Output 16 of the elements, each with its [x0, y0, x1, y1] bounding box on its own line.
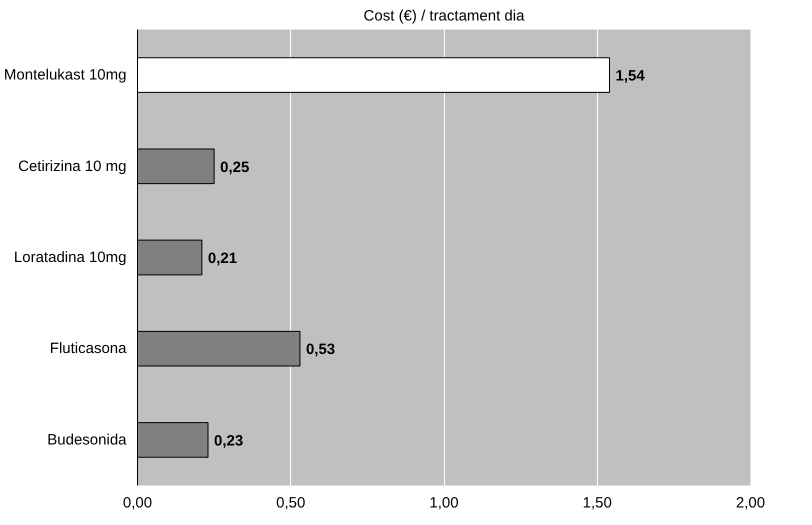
- data-label: 0,23: [214, 432, 244, 450]
- y-tick-label: Cetirizina 10 mg: [18, 158, 127, 175]
- data-label: 0,53: [306, 341, 336, 358]
- y-tick-label: Budesonida: [47, 431, 128, 448]
- chart-title: Cost (€) / tractament dia: [364, 8, 526, 24]
- data-label: 1,54: [616, 68, 646, 85]
- y-tick-label: Loratadina 10mg: [14, 249, 127, 266]
- x-tick-label: 0,50: [276, 494, 306, 512]
- data-label: 0,21: [208, 250, 238, 267]
- x-tick-label: 1,50: [582, 494, 612, 512]
- y-tick-label: Montelukast 10mg: [4, 66, 127, 84]
- x-tick-label: 0,00: [122, 494, 152, 512]
- y-tick-label: Fluticasona: [50, 340, 128, 358]
- data-label: 0,25: [220, 158, 250, 176]
- x-tick-label: 2,00: [736, 494, 766, 512]
- x-tick-label: 1,00: [429, 494, 459, 512]
